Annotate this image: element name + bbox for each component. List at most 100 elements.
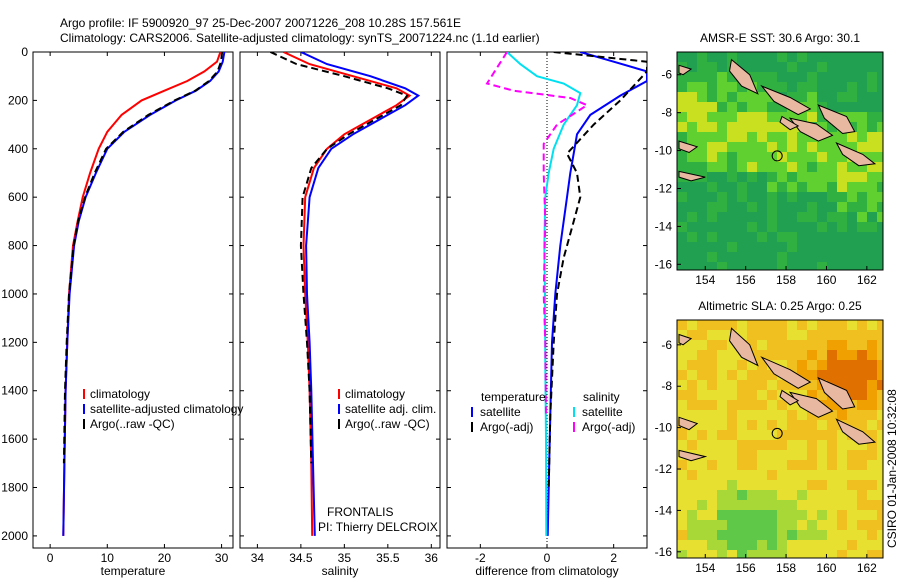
map-cell (817, 82, 827, 92)
map-cell (877, 520, 883, 530)
map-cell (687, 122, 697, 132)
map-cell (827, 340, 837, 350)
map-cell (747, 380, 757, 390)
map-cell (877, 262, 883, 270)
map-cell (827, 410, 837, 420)
map-cell (757, 72, 767, 82)
map-cell (837, 202, 847, 212)
map-cell (767, 62, 777, 72)
map-cell (717, 420, 727, 430)
map-cell (687, 330, 697, 340)
island-outline (835, 141, 877, 167)
map-cell (687, 132, 697, 142)
map-cell (817, 540, 827, 550)
map-cell (707, 320, 717, 330)
map-cell (747, 340, 757, 350)
map-cell (847, 82, 857, 92)
map-cell (677, 202, 687, 212)
map-cell (727, 232, 737, 242)
map-cell (677, 340, 687, 350)
map-cell (717, 480, 727, 490)
map-cell (817, 232, 827, 242)
map-cell (777, 460, 787, 470)
map-cell (707, 330, 717, 340)
map-cell (837, 410, 847, 420)
map-cell (827, 82, 837, 92)
map-cell (767, 82, 777, 92)
map-cell (777, 82, 787, 92)
map-cell (767, 390, 777, 400)
map-cell (707, 400, 717, 410)
map-cell (857, 390, 867, 400)
map-cell (827, 330, 837, 340)
map-cell (757, 252, 767, 262)
map-cell (737, 62, 747, 72)
series-line-2 (547, 52, 647, 488)
map-cell (777, 480, 787, 490)
map-cell (717, 182, 727, 192)
map-cell (677, 540, 687, 550)
map-cell (797, 82, 807, 92)
y-tick-label: -6 (661, 68, 672, 82)
island-outline (788, 391, 834, 418)
map-cell (747, 262, 757, 270)
map-cell (807, 340, 817, 350)
map-cell (687, 62, 697, 72)
map-cell (777, 500, 787, 510)
map-cell (677, 262, 687, 270)
map-cell (807, 162, 817, 172)
map-cell (787, 82, 797, 92)
map-cell (717, 162, 727, 172)
map-cell (797, 182, 807, 192)
map-cell (867, 62, 877, 72)
map-cell (847, 330, 857, 340)
map-cell (757, 360, 767, 370)
map-cell (707, 500, 717, 510)
map-cell (677, 510, 687, 520)
x-tick-label: 160 (816, 561, 836, 575)
map-cell (867, 490, 877, 500)
x-tick-label: 35.5 (376, 551, 400, 565)
map-cell (707, 430, 717, 440)
map-cell (867, 72, 877, 82)
map-cell (787, 410, 797, 420)
map-cell (747, 370, 757, 380)
map-cell (737, 152, 747, 162)
map-cell (747, 132, 757, 142)
map-cell (767, 380, 777, 390)
map-cell (827, 122, 837, 132)
map-cell (747, 252, 757, 262)
map-cell (697, 262, 707, 270)
map-cell (757, 550, 767, 558)
map-cell (707, 162, 717, 172)
map-cell (867, 350, 877, 360)
map-cell (677, 360, 687, 370)
map-cell (717, 440, 727, 450)
map-cell (837, 72, 847, 82)
map-cell (837, 500, 847, 510)
map-cell (807, 192, 817, 202)
map-cell (857, 470, 867, 480)
map-cell (737, 320, 747, 330)
map-cell (877, 440, 883, 450)
map-cell (877, 182, 883, 192)
map-cell (847, 182, 857, 192)
map-cell (837, 520, 847, 530)
series-line-3 (269, 52, 409, 464)
map-cell (787, 440, 797, 450)
map-cell (827, 490, 837, 500)
map-cell (687, 242, 697, 252)
x-tick-label: 154 (695, 273, 715, 287)
map-cell (807, 450, 817, 460)
map-cell (757, 510, 767, 520)
map-cell (787, 430, 797, 440)
map-cell (837, 450, 847, 460)
map-cell (727, 92, 737, 102)
map-cell (747, 450, 757, 460)
map-cell (787, 510, 797, 520)
map-cell (847, 370, 857, 380)
map-cell (697, 360, 707, 370)
map-cell (807, 540, 817, 550)
title-line-1: Argo profile: IF 5900920_97 25-Dec-2007 … (60, 16, 461, 30)
map-cell (677, 222, 687, 232)
